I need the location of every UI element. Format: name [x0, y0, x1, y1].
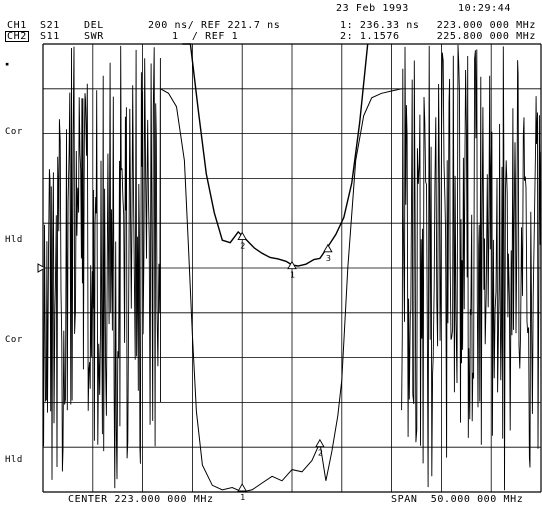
noise-traces: [42, 44, 542, 491]
reference-position-icon: [37, 263, 47, 273]
ch2-swr-trace: [160, 88, 402, 493]
ch2-marker-value: 2: 1.1576: [340, 31, 400, 42]
ch1-marker-2-label: 2: [240, 242, 245, 251]
correction-label-ch1: Cor: [5, 127, 23, 137]
ch1-marker-1-label: 1: [290, 271, 295, 280]
ch2-scale: 1 / REF 1: [172, 31, 239, 42]
center-frequency: CENTER 223.000 000 MHz: [68, 494, 214, 505]
time-label: 10:29:44: [458, 3, 511, 14]
ch2-marker-1-label: 1: [240, 493, 245, 502]
ch1-marker-3-label: 3: [326, 254, 331, 263]
noise-band-left: [42, 45, 161, 489]
ch1-marker-freq: 223.000 000 MHz: [436, 20, 536, 31]
ch2-marker-freq: 225.800 000 MHz: [436, 31, 536, 42]
correction-label-ch2: Cor: [5, 335, 23, 345]
hold-label-ch2: Hld: [5, 455, 23, 465]
ch2-format: SWR: [84, 31, 104, 42]
ch1-param: S21: [40, 20, 60, 31]
ch1-delay-trace: [182, 43, 369, 267]
span-frequency: SPAN 50.000 000 MHz: [391, 494, 524, 505]
ch2-marker-2-label: 2: [318, 449, 323, 458]
ch1-marker-1-icon: [287, 260, 297, 270]
marker-layer: 1 2 3 1 2: [237, 231, 333, 502]
date-label: 23 Feb 1993: [336, 3, 409, 14]
ch1-format: DEL: [84, 20, 104, 31]
noise-band-right: [401, 44, 542, 491]
hold-label-ch1: Hld: [5, 235, 23, 245]
ch1-scale: 200 ns/ REF 221.7 ns: [148, 20, 281, 31]
ch1-tag: CH1: [7, 20, 27, 31]
channel-mark: ▪: [5, 60, 10, 68]
ch1-marker-value: 1: 236.33 ns: [340, 20, 420, 31]
ch1-marker-2-icon: [237, 231, 247, 240]
ch2-marker-1-icon: [237, 483, 247, 492]
ch2-param: S11: [40, 31, 60, 42]
ch1-marker-3-icon: [323, 243, 333, 253]
ch2-marker-2-icon: [315, 438, 325, 448]
ch2-tag: CH2: [5, 31, 29, 42]
